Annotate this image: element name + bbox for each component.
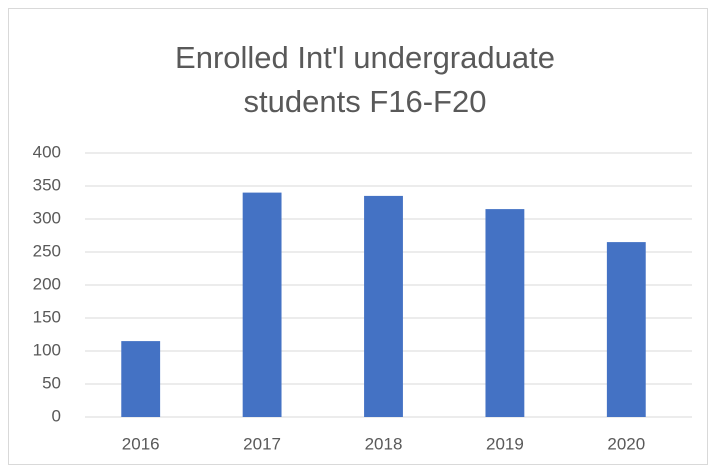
- bar: [485, 209, 525, 417]
- y-tick-label: 300: [33, 208, 61, 227]
- chart-frame: [8, 8, 708, 465]
- x-tick-label: 2018: [365, 434, 403, 453]
- y-tick-label: 100: [33, 340, 61, 359]
- y-tick-label: 0: [52, 406, 61, 425]
- bar: [606, 242, 646, 417]
- x-tick-label: 2017: [243, 434, 281, 453]
- bar: [121, 341, 161, 417]
- y-tick-label: 200: [33, 274, 61, 293]
- bar: [242, 192, 282, 417]
- chart-title: Enrolled Int'l undergraduate students F1…: [175, 40, 555, 119]
- bar: [364, 195, 403, 417]
- y-tick-label: 250: [33, 241, 61, 260]
- y-tick-label: 350: [33, 175, 61, 194]
- y-tick-label: 400: [33, 142, 61, 161]
- y-tick-label: 150: [33, 307, 61, 326]
- x-tick-label: 2016: [122, 434, 160, 453]
- x-tick-label: 2019: [486, 434, 524, 453]
- x-tick-label: 2020: [607, 434, 645, 453]
- y-tick-label: 50: [42, 373, 61, 392]
